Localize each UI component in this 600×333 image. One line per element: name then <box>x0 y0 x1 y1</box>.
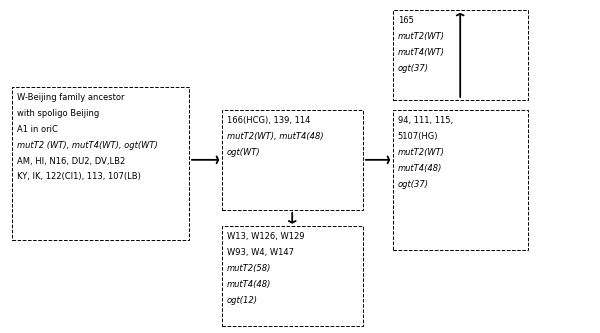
FancyBboxPatch shape <box>393 10 528 100</box>
Text: mutT2(WT), mutT4(48): mutT2(WT), mutT4(48) <box>227 132 323 141</box>
Text: mutT2(WT): mutT2(WT) <box>398 148 445 157</box>
Text: ogt(WT): ogt(WT) <box>227 148 260 157</box>
Text: 166(HCG), 139, 114: 166(HCG), 139, 114 <box>227 116 310 125</box>
FancyBboxPatch shape <box>222 110 363 210</box>
Text: 94, 111, 115,: 94, 111, 115, <box>398 116 453 125</box>
Text: W-Beijing family ancestor: W-Beijing family ancestor <box>17 93 124 102</box>
Text: mutT4(WT): mutT4(WT) <box>398 48 445 57</box>
Text: KY, IK, 122(CI1), 113, 107(LB): KY, IK, 122(CI1), 113, 107(LB) <box>17 172 140 181</box>
Text: W93, W4, W147: W93, W4, W147 <box>227 248 294 257</box>
Text: ogt(37): ogt(37) <box>398 180 429 189</box>
Text: 5107(HG): 5107(HG) <box>398 132 438 141</box>
Text: mutT4(48): mutT4(48) <box>227 280 271 289</box>
Text: A1 in oriC: A1 in oriC <box>17 125 58 134</box>
Text: mutT4(48): mutT4(48) <box>398 164 442 173</box>
Text: mutT2(58): mutT2(58) <box>227 264 271 273</box>
Text: ogt(37): ogt(37) <box>398 64 429 73</box>
Text: ogt(12): ogt(12) <box>227 296 258 305</box>
Text: with spoligo Beijing: with spoligo Beijing <box>17 109 99 118</box>
Text: 165: 165 <box>398 16 413 25</box>
Text: mutT2(WT): mutT2(WT) <box>398 32 445 41</box>
Text: mutT2 (WT), mutT4(WT), ogt(WT): mutT2 (WT), mutT4(WT), ogt(WT) <box>17 141 158 150</box>
Text: W13, W126, W129: W13, W126, W129 <box>227 232 304 241</box>
FancyBboxPatch shape <box>222 226 363 326</box>
FancyBboxPatch shape <box>12 87 189 240</box>
Text: AM, HI, N16, DU2, DV,LB2: AM, HI, N16, DU2, DV,LB2 <box>17 157 125 166</box>
FancyBboxPatch shape <box>393 110 528 250</box>
